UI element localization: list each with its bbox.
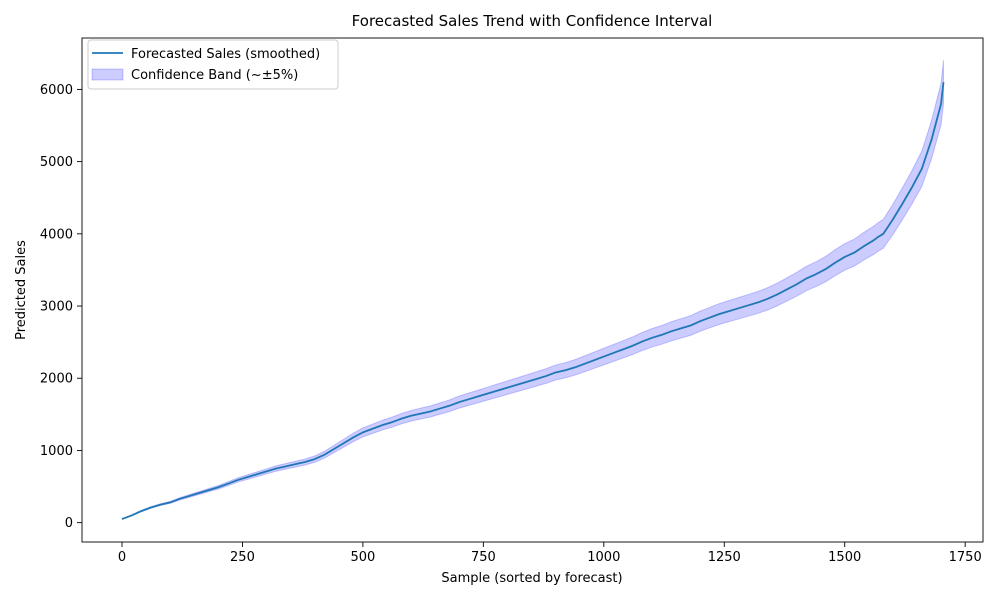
plot-area	[121, 60, 945, 520]
x-tick-label: 750	[471, 550, 496, 565]
legend-box	[87, 39, 339, 90]
y-tick-label: 6000	[40, 83, 73, 98]
y-tick-label: 0	[65, 516, 73, 531]
y-axis: 0 1000 2000 3000 4000 5000 6000	[40, 83, 82, 531]
x-tick-label: 0	[118, 550, 126, 565]
y-tick-label: 1000	[40, 444, 73, 459]
x-tick-label: 1000	[587, 550, 620, 565]
y-tick-label: 4000	[40, 227, 73, 242]
y-tick-label: 3000	[40, 300, 73, 315]
forecast-line	[121, 82, 945, 520]
y-tick-label: 2000	[40, 372, 73, 387]
x-tick-label: 1750	[949, 550, 982, 565]
x-tick-label: 500	[350, 550, 375, 565]
y-tick-label: 5000	[40, 155, 73, 170]
legend-label-band: Confidence Band (~±5%)	[131, 68, 298, 83]
x-tick-label: 1500	[828, 550, 861, 565]
x-axis-label: Sample (sorted by forecast)	[441, 571, 622, 586]
confidence-band	[121, 60, 944, 520]
legend-band-swatch	[91, 68, 124, 81]
y-axis-label: Predicted Sales	[14, 240, 29, 340]
legend: Forecasted Sales (smoothed) Confidence B…	[87, 39, 339, 90]
x-tick-label: 250	[230, 550, 255, 565]
chart-title: Forecasted Sales Trend with Confidence I…	[352, 12, 713, 30]
x-tick-label: 1250	[708, 550, 741, 565]
axes-frame	[81, 37, 984, 543]
x-axis: 0 250 500 750 1000 1250 1500 1750	[118, 542, 982, 565]
legend-label-forecast: Forecasted Sales (smoothed)	[131, 47, 320, 62]
